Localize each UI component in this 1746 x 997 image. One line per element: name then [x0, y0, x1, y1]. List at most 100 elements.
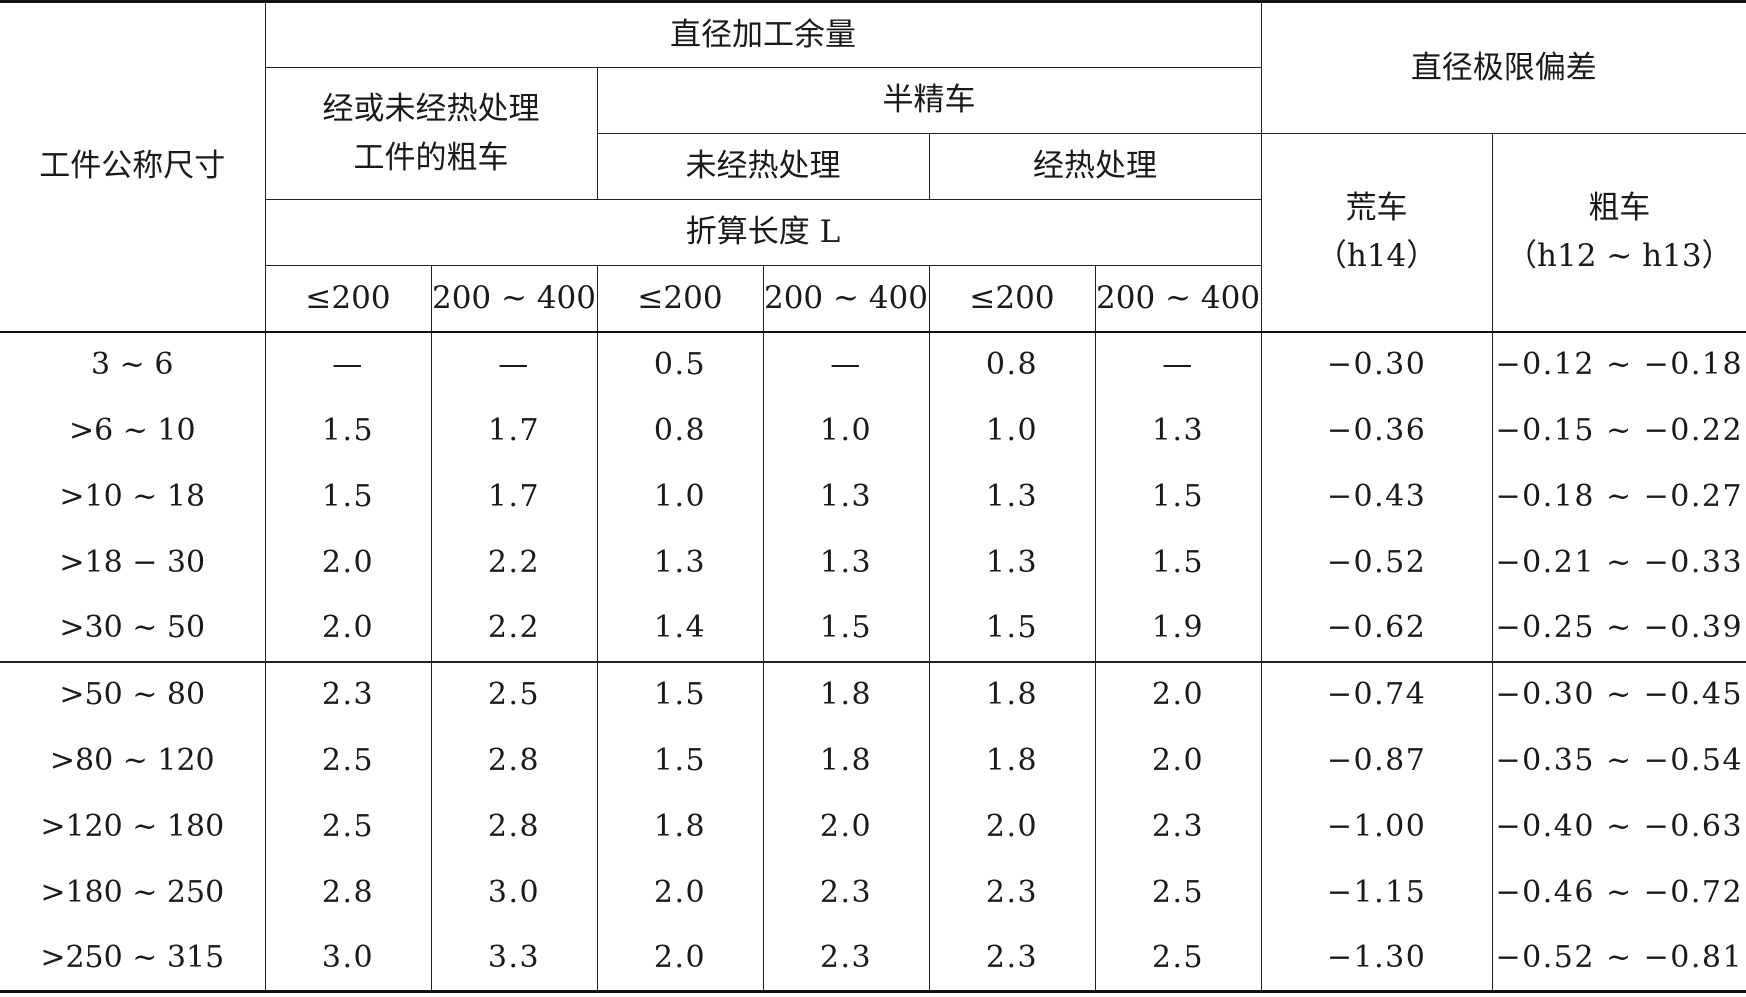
value-cell: 2.5: [1094, 859, 1262, 926]
value-cell: 0.8: [928, 331, 1096, 398]
header-semi-finish: 半精车: [596, 67, 1262, 134]
header-blank-line2: （h14）: [1315, 238, 1438, 275]
value-cell: 2.8: [430, 793, 598, 860]
value-cell: 1.4: [596, 595, 764, 662]
size-cell: >250 ~ 315: [0, 925, 266, 993]
header-untreated: 未经热处理: [596, 133, 930, 200]
header-roughdev-line2: （h12 ~ h13）: [1506, 238, 1733, 275]
header-sub-col: ≤200: [264, 265, 432, 333]
size-cell: >120 ~ 180: [0, 793, 266, 860]
header-treated: 经热处理: [928, 133, 1262, 200]
value-cell: 2.0: [264, 529, 432, 596]
value-cell: 1.7: [430, 397, 598, 464]
value-cell: 1.8: [928, 660, 1096, 728]
value-cell: 2.2: [430, 529, 598, 596]
value-cell: 2.0: [1094, 727, 1262, 794]
value-cell: −0.74: [1260, 660, 1493, 728]
value-cell: 1.0: [762, 397, 930, 464]
table-row: >120 ~ 180 2.5 2.8 1.8 2.0 2.0 2.3 −1.00 −0.40 ~…: [0, 793, 1746, 860]
value-cell: —: [1094, 331, 1262, 398]
value-cell: 1.0: [928, 397, 1096, 464]
value-cell: 1.5: [762, 595, 930, 662]
value-cell: −0.40 ~ −0.63: [1491, 793, 1746, 860]
value-cell: 3.3: [430, 925, 598, 993]
value-cell: −0.62: [1260, 595, 1493, 662]
value-cell: 2.5: [264, 793, 432, 860]
value-cell: 1.5: [264, 463, 432, 530]
value-cell: 1.8: [928, 727, 1096, 794]
value-cell: 1.8: [596, 793, 764, 860]
value-cell: 0.8: [596, 397, 764, 464]
value-cell: −1.15: [1260, 859, 1493, 926]
value-cell: 1.3: [762, 463, 930, 530]
value-cell: −0.43: [1260, 463, 1493, 530]
header-size-col: 工件公称尺寸: [0, 0, 266, 333]
value-cell: 2.8: [430, 727, 598, 794]
value-cell: 3.0: [430, 859, 598, 926]
value-cell: −0.15 ~ −0.22: [1491, 397, 1746, 464]
value-cell: 1.3: [928, 463, 1096, 530]
value-cell: —: [762, 331, 930, 398]
value-cell: −0.21 ~ −0.33: [1491, 529, 1746, 596]
header-sub-col: 200 ~ 400: [1094, 265, 1262, 333]
value-cell: 2.3: [762, 925, 930, 993]
value-cell: —: [264, 331, 432, 398]
value-cell: 2.0: [762, 793, 930, 860]
value-cell: −1.30: [1260, 925, 1493, 993]
value-cell: 2.5: [264, 727, 432, 794]
size-cell: >50 ~ 80: [0, 660, 266, 728]
value-cell: −0.12 ~ −0.18: [1491, 331, 1746, 398]
value-cell: 1.3: [762, 529, 930, 596]
value-cell: 1.3: [928, 529, 1096, 596]
header-rough-line2: 工件的粗车: [353, 139, 509, 176]
value-cell: 2.0: [596, 925, 764, 993]
value-cell: 2.3: [264, 660, 432, 728]
value-cell: 2.2: [430, 595, 598, 662]
table-row: >180 ~ 250 2.8 3.0 2.0 2.3 2.3 2.5 −1.15 −0.46 ~…: [0, 859, 1746, 926]
value-cell: 1.9: [1094, 595, 1262, 662]
table-row: 3 ~ 6— —0.5—0.8— −0.30 −0.12 ~ −0.18: [0, 331, 1746, 398]
value-cell: −1.00: [1260, 793, 1493, 860]
value-cell: 1.5: [264, 397, 432, 464]
value-cell: 2.5: [430, 660, 598, 728]
value-cell: −0.52: [1260, 529, 1493, 596]
header-allowance: 直径加工余量: [264, 0, 1262, 68]
size-cell: 3 ~ 6: [0, 331, 266, 398]
table-row: >30 ~ 50 2.0 2.2 1.4 1.5 1.5 1.9 −0.62 −0.25 ~ −…: [0, 595, 1746, 662]
size-cell: >18 − 30: [0, 529, 266, 596]
size-cell: >10 ~ 18: [0, 463, 266, 530]
table-body: 3 ~ 6— —0.5—0.8— −0.30 −0.12 ~ −0.18 >6 ~ 10…: [0, 331, 1746, 993]
value-cell: 1.5: [1094, 463, 1262, 530]
value-cell: −0.36: [1260, 397, 1493, 464]
header-sub-col: 200 ~ 400: [430, 265, 598, 333]
value-cell: 2.3: [762, 859, 930, 926]
table-header: 工件公称尺寸 直径加工余量 直径极限偏差 经或未经热处理 工件的粗车 半精车 未…: [0, 0, 1746, 333]
header-sub-col: 200 ~ 400: [762, 265, 930, 333]
header-converted-length: 折算长度 L: [264, 199, 1262, 266]
value-cell: 1.5: [596, 727, 764, 794]
table-row: >6 ~ 10 1.5 1.7 0.8 1.0 1.0 1.3 −0.36 −0.15 ~ −0…: [0, 397, 1746, 464]
value-cell: —: [430, 331, 598, 398]
value-cell: −0.25 ~ −0.39: [1491, 595, 1746, 662]
value-cell: 1.8: [762, 660, 930, 728]
size-cell: >80 ~ 120: [0, 727, 266, 794]
table-row: >50 ~ 80 2.3 2.5 1.5 1.8 1.8 2.0 −0.74 −0.30 ~ −…: [0, 660, 1746, 728]
value-cell: 2.0: [928, 793, 1096, 860]
value-cell: 1.0: [596, 463, 764, 530]
header-blank-turning: 荒车 （h14）: [1260, 133, 1493, 333]
value-cell: 2.3: [928, 925, 1096, 993]
value-cell: 2.8: [264, 859, 432, 926]
header-sub-col: ≤200: [596, 265, 764, 333]
value-cell: 1.5: [596, 660, 764, 728]
value-cell: 1.3: [596, 529, 764, 596]
header-roughdev-line1: 粗车: [1588, 190, 1651, 227]
table-row: >250 ~ 315 3.0 3.3 2.0 2.3 2.3 2.5 −1.30 −0.52 ~…: [0, 925, 1746, 993]
value-cell: 2.0: [1094, 660, 1262, 728]
value-cell: −0.18 ~ −0.27: [1491, 463, 1746, 530]
value-cell: 2.3: [1094, 793, 1262, 860]
value-cell: 3.0: [264, 925, 432, 993]
value-cell: 0.5: [596, 331, 764, 398]
value-cell: 2.3: [928, 859, 1096, 926]
